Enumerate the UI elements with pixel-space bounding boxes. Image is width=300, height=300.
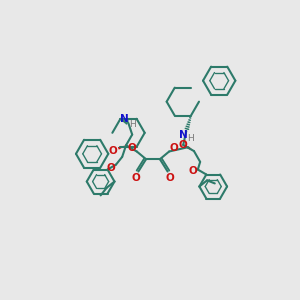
Text: O: O [166, 173, 174, 183]
Text: H: H [187, 134, 194, 143]
Text: N: N [120, 114, 129, 124]
Text: O: O [132, 173, 140, 183]
Polygon shape [187, 146, 194, 151]
Polygon shape [118, 145, 126, 150]
Text: O: O [169, 143, 178, 153]
Text: O: O [128, 143, 136, 153]
Text: O: O [179, 140, 188, 150]
Text: O: O [109, 146, 117, 157]
Text: N: N [179, 130, 188, 140]
Text: O: O [188, 166, 197, 176]
Text: O: O [106, 163, 115, 173]
Text: H: H [129, 120, 136, 129]
